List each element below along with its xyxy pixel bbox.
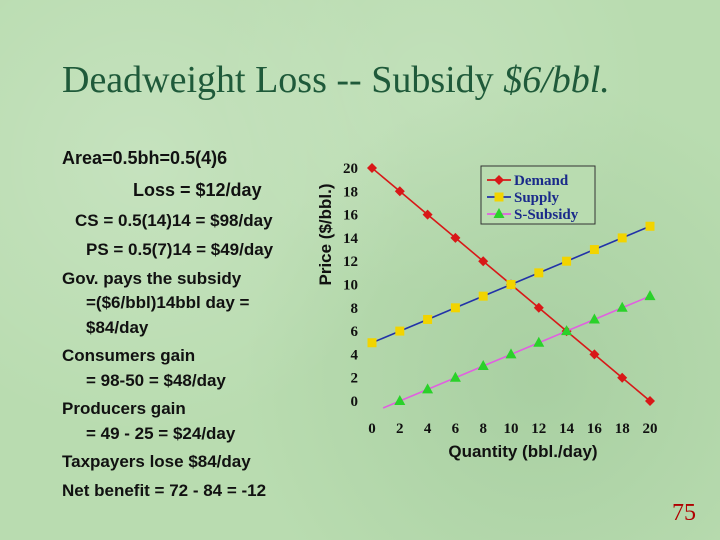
x-tick-label: 6 <box>452 421 460 437</box>
text-line: Consumers gain <box>62 346 196 365</box>
s-subsidy-point <box>422 383 434 394</box>
legend-demand-marker <box>494 175 504 185</box>
x-tick-label: 0 <box>368 421 376 437</box>
demand-point <box>617 372 628 383</box>
text-line: = 49 - 25 = $24/day <box>86 424 236 443</box>
y-tick-label: 20 <box>343 161 358 177</box>
y-tick-label: 8 <box>351 301 359 317</box>
demand-point <box>394 186 405 197</box>
text-line: $84/day <box>86 318 149 337</box>
slide-title-plain: Deadweight Loss -- Subsidy <box>62 59 504 101</box>
s-subsidy-point <box>533 336 545 347</box>
x-tick-label: 12 <box>531 421 546 437</box>
y-tick-label: 18 <box>343 184 358 200</box>
supply-point <box>506 280 516 289</box>
s-subsidy-point <box>505 348 517 359</box>
s-subsidy-point <box>561 325 573 336</box>
explanation-text: Area=0.5bh=0.5(4)6 Loss = $12/day CS = 0… <box>0 0 320 540</box>
y-tick-label: 16 <box>343 208 359 224</box>
x-tick-label: 16 <box>587 421 603 437</box>
supply-point <box>645 221 655 231</box>
legend-supply-label: Supply <box>514 190 560 206</box>
demand-point <box>533 302 544 313</box>
slide-title-italic: $6/bbl. <box>503 59 610 101</box>
y-tick-label: 6 <box>351 324 359 340</box>
s-subsidy-point <box>449 371 461 382</box>
supply-point <box>367 338 377 348</box>
supply-point <box>478 291 488 301</box>
supply-point <box>450 303 460 313</box>
supply-point <box>589 245 599 255</box>
x-tick-label: 8 <box>479 421 487 437</box>
demand-point <box>450 232 461 243</box>
y-tick-label: 4 <box>351 347 359 363</box>
x-tick-label: 10 <box>504 421 519 437</box>
legend-demand-label: Demand <box>514 173 569 189</box>
page-number: 75 <box>672 500 696 526</box>
x-tick-label: 14 <box>559 421 575 437</box>
demand-point <box>478 256 489 267</box>
x-tick-label: 20 <box>643 421 658 437</box>
text-line: Producers gain <box>62 399 186 418</box>
text-line: = 98-50 = $48/day <box>86 371 226 390</box>
y-axis-label: Price ($/bbl.) <box>316 183 335 285</box>
y-tick-label: 0 <box>351 394 359 410</box>
text-line: Loss = $12/day <box>133 180 262 200</box>
supply-point <box>395 326 405 336</box>
s-subsidy-point <box>394 395 406 405</box>
text-line: Taxpayers lose $84/day <box>62 452 251 471</box>
supply-point <box>562 256 572 266</box>
demand-point <box>589 349 600 360</box>
s-subsidy-point <box>644 290 656 301</box>
supply-point <box>423 314 433 324</box>
supply-point <box>534 268 544 278</box>
s-subsidy-point <box>477 360 489 371</box>
text-line: CS = 0.5(14)14 = $98/day <box>75 211 273 230</box>
slide-title: Deadweight Loss -- Subsidy $6/bbl. <box>62 58 610 102</box>
y-tick-label: 12 <box>343 254 358 270</box>
text-line: =($6/bbl)14bbl day = <box>86 293 250 312</box>
x-tick-label: 2 <box>396 421 404 437</box>
x-tick-label: 18 <box>615 421 630 437</box>
x-axis-label: Quantity (bbl./day) <box>448 442 597 461</box>
text-line: Gov. pays the subsidy <box>62 269 242 288</box>
y-tick-label: 2 <box>351 371 359 387</box>
legend-s-subsidy-label: S-Subsidy <box>514 207 579 223</box>
text-line: Area=0.5bh=0.5(4)6 <box>62 148 228 168</box>
y-tick-label: 14 <box>343 231 359 247</box>
x-tick-label: 4 <box>424 421 432 437</box>
s-subsidy-point <box>616 301 628 312</box>
s-subsidy-line <box>382 295 651 409</box>
demand-point <box>367 163 377 173</box>
text-line: Net benefit = 72 - 84 = -12 <box>62 481 267 500</box>
legend-supply-marker <box>494 192 504 202</box>
text-line: PS = 0.5(7)14 = $49/day <box>86 240 274 259</box>
s-subsidy-point <box>588 313 600 324</box>
supply-point <box>617 233 627 243</box>
legend-s-subsidy-marker <box>493 208 505 218</box>
y-tick-label: 10 <box>343 278 358 294</box>
demand-point <box>645 396 655 406</box>
demand-point <box>422 209 433 220</box>
